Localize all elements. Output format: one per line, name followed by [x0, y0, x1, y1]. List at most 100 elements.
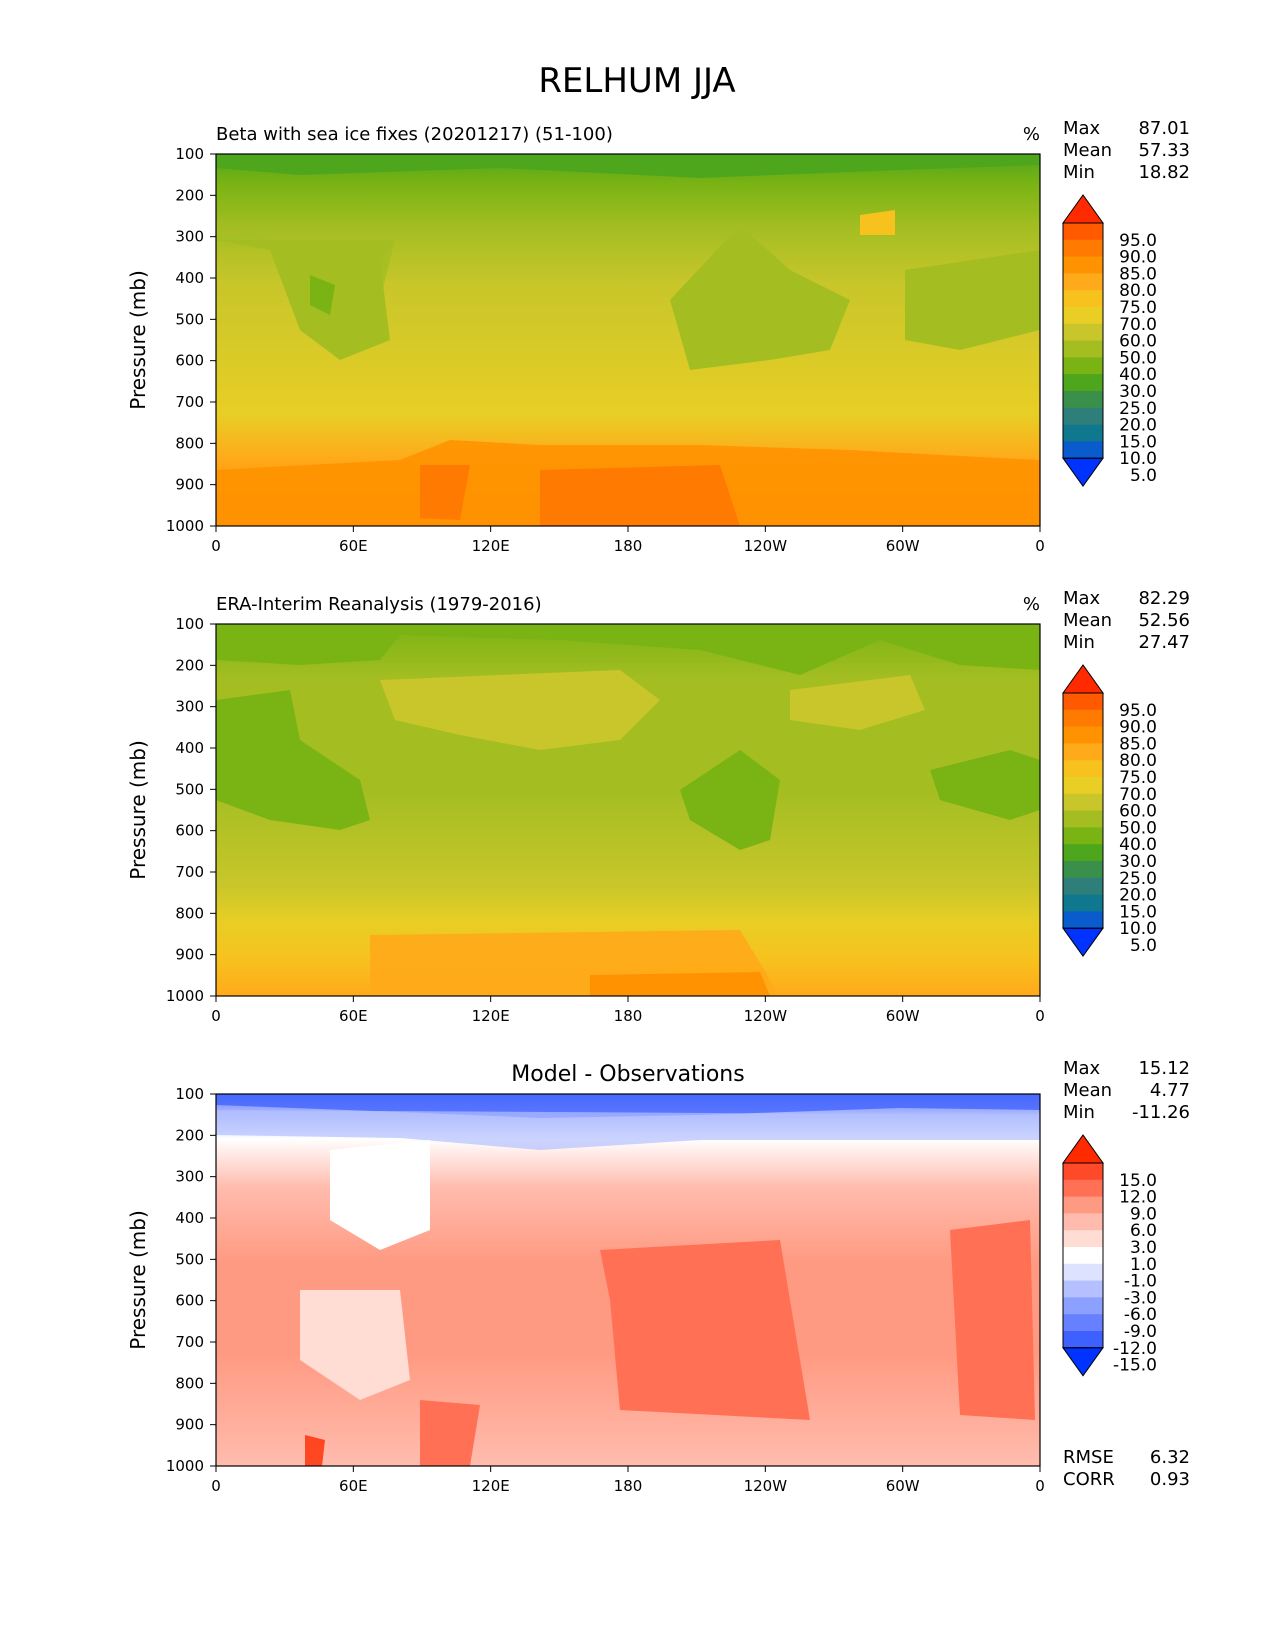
stat-label-mean: Mean: [1063, 1080, 1112, 1101]
colorbar-label: 85.0: [1119, 264, 1157, 284]
panel-model: Beta with sea ice fixes (20201217) (51-1…: [126, 118, 1190, 555]
colorbar-bin: [1063, 391, 1103, 409]
stat-value-min: 27.47: [1138, 632, 1190, 653]
y-tick-label: 300: [175, 1168, 204, 1186]
x-tick-label: 60E: [339, 1007, 368, 1025]
colorbar-bin: [1063, 709, 1103, 728]
heatmap-field: [215, 1093, 1041, 1467]
colorbar-bin: [1063, 223, 1103, 241]
colorbar-label: 1.0: [1130, 1255, 1157, 1275]
y-ticks: 100 200 300 400 500 600 700 800 900 1000: [166, 615, 216, 1005]
colorbar-label: -15.0: [1113, 1356, 1157, 1376]
colorbar-bin: [1063, 424, 1103, 442]
x-tick-label: 0: [1035, 1477, 1045, 1495]
colorbar-label: 80.0: [1119, 281, 1157, 301]
colorbar-label: 15.0: [1119, 902, 1157, 922]
stats-block: Max 15.12 Mean 4.77 Min -11.26 RMSE 6.32…: [1063, 1058, 1190, 1490]
x-tick-label: 0: [211, 537, 221, 555]
colorbar-label: 95.0: [1119, 701, 1157, 721]
x-tick-label: 0: [211, 1007, 221, 1025]
colorbar-bin: [1063, 239, 1103, 258]
y-tick-label: 200: [175, 1126, 204, 1144]
colorbar: 95.090.085.080.075.070.060.050.040.030.0…: [1062, 664, 1157, 958]
x-tick-label: 0: [1035, 537, 1045, 555]
colorbar-frame: [1062, 222, 1104, 459]
colorbar-label: -1.0: [1124, 1272, 1157, 1292]
colorbar-bin: [1063, 357, 1103, 375]
y-tick-label: 500: [175, 1250, 204, 1268]
colorbar-bin: [1063, 911, 1103, 929]
colorbar-label: -3.0: [1124, 1288, 1157, 1308]
stat-value-max: 15.12: [1138, 1058, 1190, 1079]
colorbar-bin: [1063, 844, 1103, 862]
units-label: %: [1023, 594, 1040, 615]
x-tick-label: 60W: [886, 1007, 920, 1025]
x-tick-label: 120W: [744, 1007, 788, 1025]
stat-value-rmse: 6.32: [1150, 1447, 1190, 1468]
y-tick-label: 900: [175, 1416, 204, 1434]
colorbar-label: 20.0: [1119, 886, 1157, 906]
y-tick-label: 1000: [166, 517, 204, 535]
stat-value-max: 87.01: [1138, 118, 1190, 139]
colorbar-extension-min: [1062, 927, 1104, 958]
colorbar-label: 3.0: [1130, 1238, 1157, 1258]
colorbar-label: 15.0: [1119, 432, 1157, 452]
colorbar-extension-max: [1062, 664, 1104, 694]
colorbar-bin: [1063, 1163, 1103, 1181]
colorbar-label: 20.0: [1119, 416, 1157, 436]
x-tick-label: 60W: [886, 1477, 920, 1495]
colorbar-label: 30.0: [1119, 852, 1157, 872]
x-tick-label: 120E: [472, 1477, 510, 1495]
panel-title: Beta with sea ice fixes (20201217) (51-1…: [216, 124, 613, 145]
colorbar-bin: [1063, 827, 1103, 845]
stat-label-min: Min: [1063, 162, 1095, 183]
colorbar-label: 9.0: [1130, 1204, 1157, 1224]
x-tick-label: 120E: [472, 537, 510, 555]
colorbar-bin: [1063, 1179, 1103, 1198]
stat-value-mean: 52.56: [1138, 610, 1190, 631]
y-tick-label: 700: [175, 863, 204, 881]
y-tick-label: 700: [175, 393, 204, 411]
stat-label-min: Min: [1063, 1102, 1095, 1123]
stat-value-max: 82.29: [1138, 588, 1190, 609]
colorbar-label: 70.0: [1119, 315, 1157, 335]
y-tick-label: 800: [175, 1374, 204, 1392]
heatmap-field: [215, 623, 1041, 997]
y-tick-label: 200: [175, 656, 204, 674]
y-tick-label: 500: [175, 780, 204, 798]
colorbar-bin: [1063, 1297, 1103, 1315]
y-tick-label: 600: [175, 1292, 204, 1310]
colorbar-label: 40.0: [1119, 835, 1157, 855]
stat-value-mean: 4.77: [1150, 1080, 1190, 1101]
colorbar: 15.012.09.06.03.01.0-1.0-3.0-6.0-9.0-12.…: [1062, 1134, 1157, 1377]
panel-title: ERA-Interim Reanalysis (1979-2016): [216, 594, 542, 615]
x-tick-label: 60E: [339, 1477, 368, 1495]
x-tick-label: 120E: [472, 1007, 510, 1025]
colorbar-label: -9.0: [1124, 1322, 1157, 1342]
y-axis-label: Pressure (mb): [126, 1210, 150, 1350]
colorbar-bin: [1063, 861, 1103, 879]
stat-label-corr: CORR: [1063, 1469, 1115, 1490]
y-tick-label: 800: [175, 434, 204, 452]
stats-block: Max 87.01 Mean 57.33 Min 18.82: [1063, 118, 1190, 183]
x-tick-label: 0: [211, 1477, 221, 1495]
y-tick-label: 400: [175, 1209, 204, 1227]
y-axis-label: Pressure (mb): [126, 270, 150, 410]
colorbar-bin: [1063, 441, 1103, 459]
colorbar-bin: [1063, 323, 1103, 342]
colorbar-frame: [1062, 692, 1104, 929]
colorbar-label: 30.0: [1119, 382, 1157, 402]
colorbar-bin: [1063, 743, 1103, 761]
y-tick-label: 100: [175, 1085, 204, 1103]
y-tick-label: 800: [175, 904, 204, 922]
y-tick-label: 100: [175, 615, 204, 633]
colorbar-extension-min: [1062, 457, 1104, 488]
colorbar-label: 90.0: [1119, 248, 1157, 268]
y-tick-label: 200: [175, 186, 204, 204]
colorbar-label: 75.0: [1119, 768, 1157, 788]
y-axis-label: Pressure (mb): [126, 740, 150, 880]
x-tick-label: 180: [614, 537, 643, 555]
colorbar-bin: [1063, 374, 1103, 392]
colorbar-label: 5.0: [1130, 466, 1157, 486]
